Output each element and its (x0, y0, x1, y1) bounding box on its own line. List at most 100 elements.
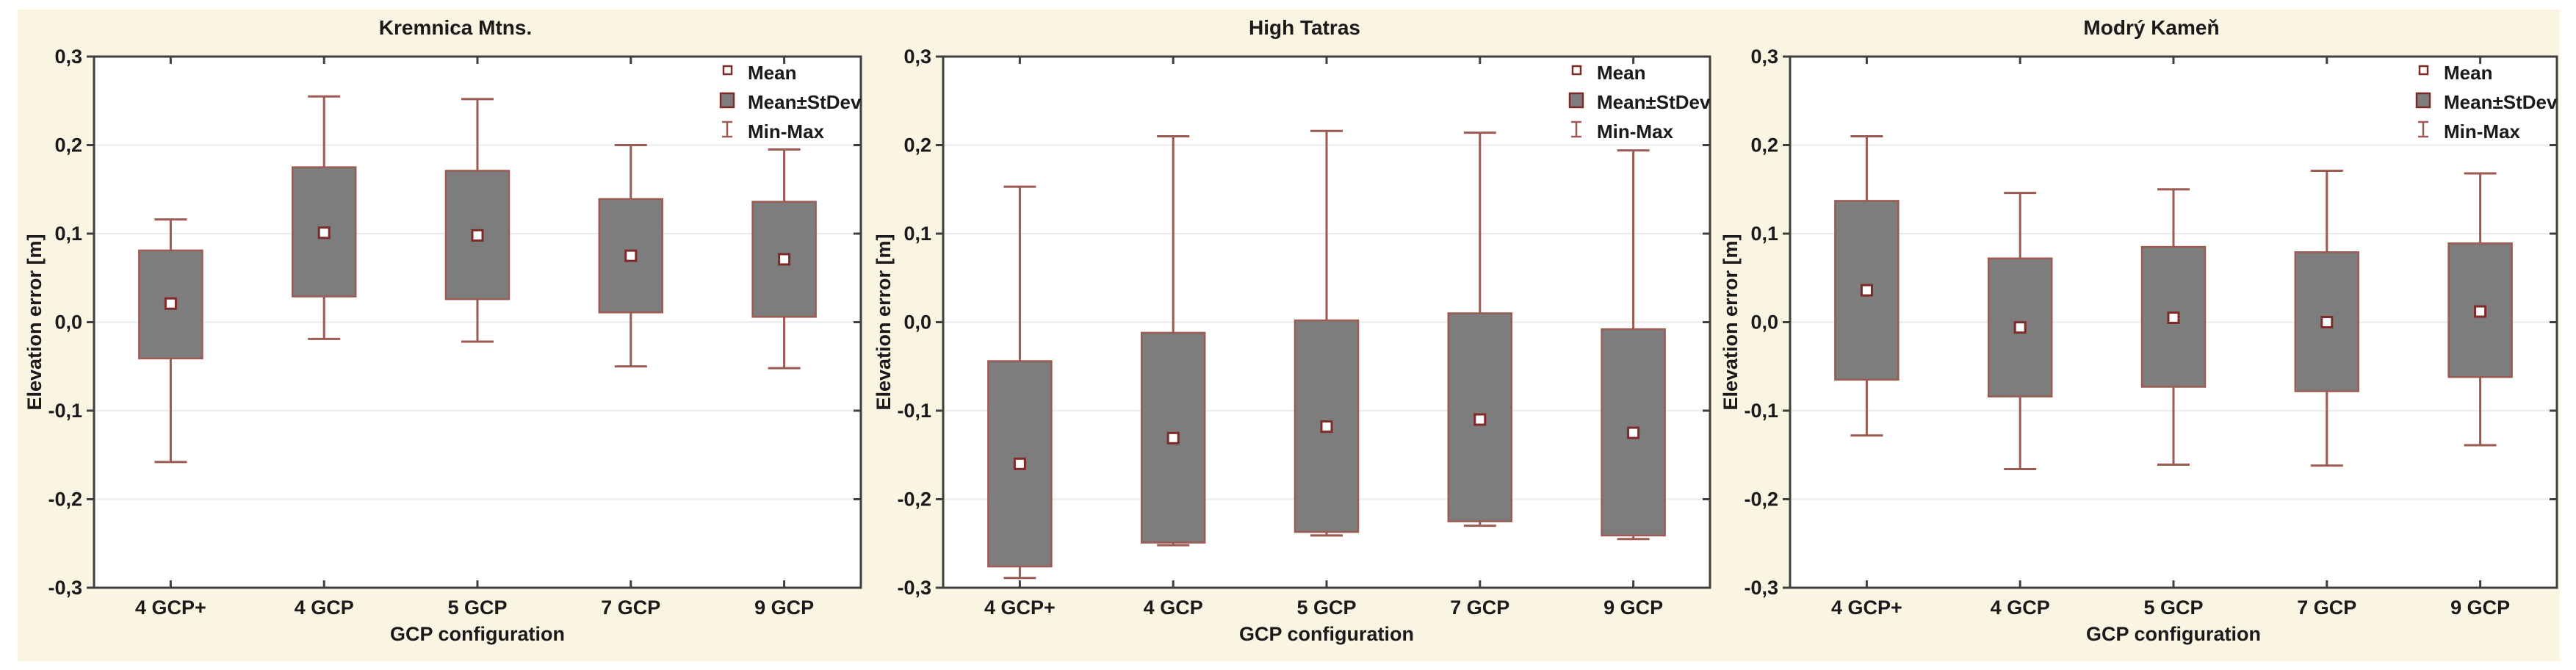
y-tick-label: -0,1 (1744, 400, 1778, 422)
legend-label: Mean±StDev (1597, 91, 1711, 113)
y-tick-label: 0,0 (1750, 311, 1778, 334)
box-group-9-gcp (1601, 149, 1666, 541)
legend-label: Mean (748, 62, 796, 84)
mean-marker (1166, 431, 1180, 444)
x-axis-label: GCP configuration (1239, 623, 1414, 645)
panel-title: Kremnica Mtns. (379, 16, 533, 39)
mean-marker (1473, 413, 1487, 426)
mean-marker (1860, 284, 1873, 297)
y-tick-label: -0,1 (897, 400, 931, 422)
panel-title: Modrý Kameň (2083, 16, 2219, 39)
y-tick-label: 0,3 (1750, 46, 1778, 68)
x-tick-label: 5 GCP (2143, 597, 2203, 619)
legend-item-minmax-whisker: Min-Max (722, 120, 825, 143)
x-tick-label: 7 GCP (1450, 597, 1509, 619)
mean-marker (1013, 457, 1026, 470)
mean-marker (164, 297, 177, 310)
legend-label: Mean (2444, 62, 2492, 84)
mean-square-icon (722, 65, 733, 76)
y-tick-label: 0,3 (903, 46, 931, 68)
legend-label: Min-Max (2444, 120, 2521, 143)
y-tick-label: 0,0 (54, 311, 82, 334)
x-tick-label: 9 GCP (1603, 597, 1663, 619)
legend: Mean Mean±StDev Min-Max (2415, 62, 2558, 143)
box-group-4-gcp (1987, 192, 2053, 471)
y-tick-label: -0,3 (1744, 577, 1778, 599)
legend-label: Min-Max (748, 120, 825, 143)
box-group-4-gcp- (987, 185, 1053, 580)
x-tick-label: 4 GCP+ (984, 597, 1056, 619)
legend-label: Mean±StDev (2444, 91, 2558, 113)
mean-marker (2474, 305, 2487, 318)
legend-item-mean-square: Mean (2418, 62, 2492, 84)
box-group-5-gcp (444, 98, 510, 343)
y-tick-label: -0,2 (1744, 489, 1778, 511)
x-tick-label: 4 GCP+ (1831, 597, 1902, 619)
box-group-5-gcp (1294, 129, 1360, 537)
legend-item-mean-square: Mean (1571, 62, 1645, 84)
box-group-5-gcp (2140, 188, 2207, 467)
y-tick-label: -0,3 (48, 577, 82, 599)
y-axis-label: Elevation error [m] (873, 234, 895, 410)
y-tick-label: 0,3 (54, 46, 82, 68)
box-group-7-gcp (1447, 132, 1513, 527)
y-tick-label: 0,2 (903, 134, 931, 156)
x-axis-label: GCP configuration (390, 623, 565, 645)
y-tick-label: 0,1 (903, 223, 931, 245)
panel-modr-kame: 0,3 0,2 0,1 0,0 -0,1 -0,2 -0,3 4 GCP+ 4 GCP 5 GCP… (1720, 16, 2558, 645)
legend-item-minmax-whisker: Min-Max (2418, 120, 2521, 143)
mean-marker (317, 226, 331, 239)
panel-high-tatras: 0,3 0,2 0,1 0,0 -0,1 -0,2 -0,3 4 GCP+ 4 GCP 5 GCP… (873, 16, 1711, 645)
x-tick-label: 4 GCP (295, 597, 354, 619)
y-tick-label: -0,1 (48, 400, 82, 422)
y-tick-label: -0,2 (897, 489, 931, 511)
panel-title: High Tatras (1249, 16, 1360, 39)
mean-marker (471, 228, 484, 242)
x-tick-label: 7 GCP (601, 597, 660, 619)
stdev-box-icon (719, 92, 735, 109)
mean-marker (1627, 426, 1640, 439)
legend: Mean Mean±StDev Min-Max (719, 62, 862, 143)
mean-square-icon (1571, 65, 1582, 76)
legend-item-minmax-whisker: Min-Max (1571, 120, 1674, 143)
x-tick-label: 9 GCP (754, 597, 814, 619)
y-axis-label: Elevation error [m] (1720, 234, 1742, 410)
legend-item-stdev-box: Mean±StDev (1568, 91, 1711, 113)
legend-label: Mean (1597, 62, 1645, 84)
box-group-7-gcp (598, 144, 664, 368)
y-tick-label: 0,0 (903, 311, 931, 334)
y-tick-label: 0,1 (54, 223, 82, 245)
box-group-9-gcp (751, 148, 817, 370)
legend: Mean Mean±StDev Min-Max (1568, 62, 1711, 143)
mean-marker (2167, 311, 2180, 324)
x-axis-label: GCP configuration (2086, 623, 2261, 645)
box-group-7-gcp (2294, 169, 2360, 467)
x-tick-label: 4 GCP+ (135, 597, 206, 619)
box-group-4-gcp (291, 95, 357, 340)
stdev-box-icon (1568, 92, 1584, 109)
y-tick-label: -0,2 (48, 489, 82, 511)
mean-marker (624, 249, 638, 262)
mean-marker (2013, 321, 2027, 334)
legend-label: Min-Max (1597, 120, 1674, 143)
box-group-4-gcp- (1834, 134, 1899, 437)
y-tick-label: -0,3 (897, 577, 931, 599)
x-tick-label: 7 GCP (2297, 597, 2356, 619)
panel-kremnica-mtns: 0,3 0,2 0,1 0,0 -0,1 -0,2 -0,3 4 GCP+ 4 GCP 5 GCP… (24, 16, 862, 645)
mean-square-icon (2418, 65, 2429, 76)
stdev-box-icon (2415, 92, 2431, 109)
x-tick-label: 4 GCP (1144, 597, 1203, 619)
mean-marker (778, 253, 791, 266)
y-tick-label: 0,2 (54, 134, 82, 156)
box-group-4-gcp- (138, 218, 203, 464)
legend-item-stdev-box: Mean±StDev (2415, 91, 2558, 113)
legend-item-mean-square: Mean (722, 62, 796, 84)
y-tick-label: 0,2 (1750, 134, 1778, 156)
x-tick-label: 5 GCP (447, 597, 507, 619)
x-tick-label: 5 GCP (1296, 597, 1356, 619)
legend-label: Mean±StDev (748, 91, 862, 113)
box-group-9-gcp (2447, 172, 2513, 447)
x-tick-label: 9 GCP (2450, 597, 2510, 619)
